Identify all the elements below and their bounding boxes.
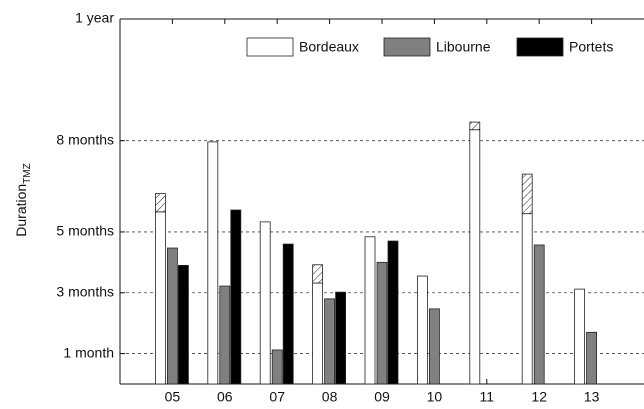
x-tick-label: 11 bbox=[480, 389, 495, 405]
x-tick-label: 09 bbox=[374, 389, 390, 405]
x-tick-label: 08 bbox=[322, 389, 338, 405]
bar bbox=[586, 331, 597, 385]
y-label-sub: TMZ bbox=[22, 163, 33, 184]
bar-hatched-segment bbox=[154, 193, 166, 213]
bar bbox=[428, 308, 440, 385]
bar bbox=[533, 244, 545, 385]
bar bbox=[312, 282, 324, 385]
bar-hatched-segment bbox=[312, 264, 324, 284]
bar bbox=[469, 129, 481, 385]
y-tick-label: 3 months bbox=[56, 283, 114, 299]
legend-swatch bbox=[383, 37, 431, 57]
x-tick-label: 06 bbox=[217, 389, 233, 405]
bar bbox=[230, 209, 242, 385]
bar bbox=[324, 298, 336, 385]
bar bbox=[335, 291, 347, 385]
x-tick-label: 07 bbox=[269, 389, 285, 405]
legend-label: Libourne bbox=[436, 39, 491, 55]
bar bbox=[574, 288, 585, 385]
y-label-main: Duration bbox=[13, 184, 29, 237]
bar bbox=[259, 221, 271, 385]
bar bbox=[387, 240, 399, 385]
x-tick-label: 10 bbox=[427, 389, 443, 405]
bar bbox=[271, 349, 283, 385]
legend-swatch bbox=[246, 37, 294, 57]
bar-hatched-segment bbox=[521, 173, 533, 215]
legend-label: Bordeaux bbox=[299, 39, 359, 55]
bar bbox=[166, 247, 178, 385]
bar-hatched-segment bbox=[469, 121, 481, 131]
x-tick-label: 05 bbox=[165, 389, 181, 405]
y-tick-label: 5 months bbox=[56, 223, 114, 239]
legend-swatch bbox=[516, 37, 564, 57]
x-tick-label: 12 bbox=[531, 389, 547, 405]
bar bbox=[219, 285, 231, 385]
y-tick-label: 1 month bbox=[63, 344, 114, 360]
bar bbox=[177, 264, 189, 385]
bar bbox=[416, 275, 428, 385]
bar bbox=[207, 141, 219, 385]
y-axis-label: DurationTMZ bbox=[13, 163, 33, 236]
bar bbox=[282, 243, 294, 385]
y-tick-label: 1 year bbox=[75, 10, 114, 26]
bar bbox=[376, 261, 388, 385]
y-tick-label: 8 months bbox=[56, 131, 114, 147]
bar bbox=[154, 211, 166, 385]
bar bbox=[521, 213, 533, 385]
x-tick-label: 13 bbox=[584, 389, 600, 405]
bar bbox=[364, 236, 376, 385]
legend-label: Portets bbox=[569, 39, 613, 55]
